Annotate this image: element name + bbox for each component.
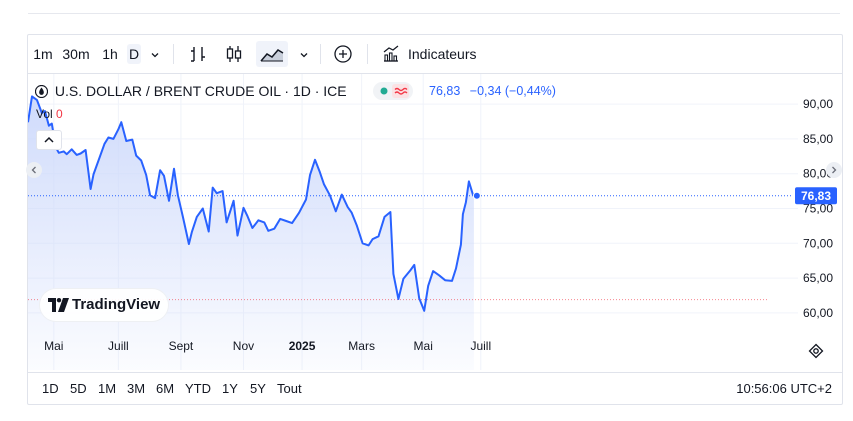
area-chart-icon[interactable] (256, 41, 288, 67)
bar-chart-icon[interactable] (188, 44, 208, 64)
volume-label: Vol (36, 107, 53, 121)
range-5d-button[interactable]: 5D (70, 381, 87, 396)
x-tick-label: 2025 (289, 339, 316, 353)
interval-1h-button[interactable]: 1h (102, 46, 118, 62)
range-1y-button[interactable]: 1Y (222, 381, 238, 396)
chevron-down-icon[interactable] (298, 48, 310, 60)
time-axis-settings-icon[interactable] (808, 343, 824, 359)
chevron-right-icon (832, 166, 837, 174)
x-tick-label: Mai (414, 339, 433, 353)
symbol-logo-icon (34, 83, 49, 99)
last-price-dot (472, 191, 481, 200)
price-line (28, 95, 475, 312)
range-6m-button[interactable]: 6M (156, 381, 175, 396)
data-delay-wave-icon (394, 87, 408, 95)
range-5y-button[interactable]: 5Y (250, 381, 266, 396)
y-axis: 90,00 85,00 80,00 75,00 70,00 65,00 60,00 (803, 97, 833, 320)
x-tick-label: Juill (470, 339, 491, 353)
y-tick-label: 80,00 (803, 167, 833, 181)
x-tick-label: Mai (44, 339, 63, 353)
chart-widget: 1m 30m 1h D Indicateurs (26, 34, 843, 405)
range-3m-button[interactable]: 3M (127, 381, 146, 396)
volume-legend: Vol 0 (36, 107, 63, 121)
market-open-dot-icon (380, 87, 388, 95)
y-tick-label: 70,00 (803, 236, 833, 250)
add-circle-icon[interactable] (333, 44, 353, 64)
toolbar-separator (367, 44, 368, 64)
toolbar-separator (173, 44, 174, 64)
y-tick-label: 60,00 (803, 306, 833, 320)
scroll-left-button[interactable] (26, 162, 42, 178)
chevron-up-icon (44, 136, 54, 143)
toolbar-separator (320, 44, 321, 64)
x-axis: Mai Juill Sept Nov 2025 Mars Mai Juill (44, 339, 491, 353)
market-status-badge[interactable] (373, 82, 413, 100)
volume-value: 0 (56, 107, 63, 121)
y-tick-label: 65,00 (803, 271, 833, 285)
interval-d-button[interactable]: D (127, 44, 141, 64)
x-tick-label: Sept (169, 339, 194, 353)
range-ytd-button[interactable]: YTD (185, 381, 211, 396)
collapse-legend-button[interactable] (36, 130, 62, 150)
legend-last-price: 76,83 (429, 84, 461, 98)
y-tick-label: 75,00 (803, 202, 833, 216)
indicators-button[interactable]: Indicateurs (408, 46, 477, 62)
range-1m-button[interactable]: 1M (98, 381, 117, 396)
x-tick-label: Nov (233, 339, 254, 353)
range-bar: 1D 5D 1M 3M 6M YTD 1Y 5Y Tout 10:56:06 U… (28, 372, 842, 405)
range-all-button[interactable]: Tout (277, 381, 302, 396)
x-tick-label: Juill (108, 339, 129, 353)
range-1d-button[interactable]: 1D (42, 381, 59, 396)
last-price-badge: 76,83 (795, 187, 837, 205)
svg-text:76,83: 76,83 (801, 189, 831, 203)
price-area (28, 96, 474, 371)
y-tick-label: 90,00 (803, 97, 833, 111)
indicators-icon[interactable] (381, 44, 401, 64)
candlestick-icon[interactable] (224, 44, 244, 64)
price-chart[interactable]: 90,00 85,00 80,00 75,00 70,00 65,00 60,00 Mai J… (28, 74, 842, 372)
chart-toolbar: 1m 30m 1h D Indicateurs (28, 35, 842, 74)
tradingview-logo[interactable]: TradingView (40, 289, 168, 321)
x-tick-label: Mars (348, 339, 375, 353)
symbol-title[interactable]: U.S. DOLLAR / BRENT CRUDE OIL · 1D · ICE (54, 83, 347, 99)
scroll-right-button[interactable] (826, 162, 842, 178)
tradingview-logo-icon (48, 298, 69, 312)
tradingview-logo-text: TradingView (72, 296, 161, 313)
legend-change-percent: (−0,44%) (504, 84, 556, 98)
chevron-left-icon (31, 166, 36, 174)
interval-30m-button[interactable]: 30m (62, 46, 90, 62)
clock-timezone[interactable]: 10:56:06 UTC+2 (736, 381, 832, 396)
interval-1m-button[interactable]: 1m (33, 46, 53, 62)
chevron-down-icon[interactable] (149, 48, 161, 60)
y-tick-label: 85,00 (803, 132, 833, 146)
page-top-divider (28, 13, 840, 14)
symbol-legend: U.S. DOLLAR / BRENT CRUDE OIL · 1D · ICE (34, 81, 347, 101)
legend-quote: 76,83 −0,34 (−0,44%) (429, 81, 556, 101)
legend-change: −0,34 (469, 84, 502, 98)
